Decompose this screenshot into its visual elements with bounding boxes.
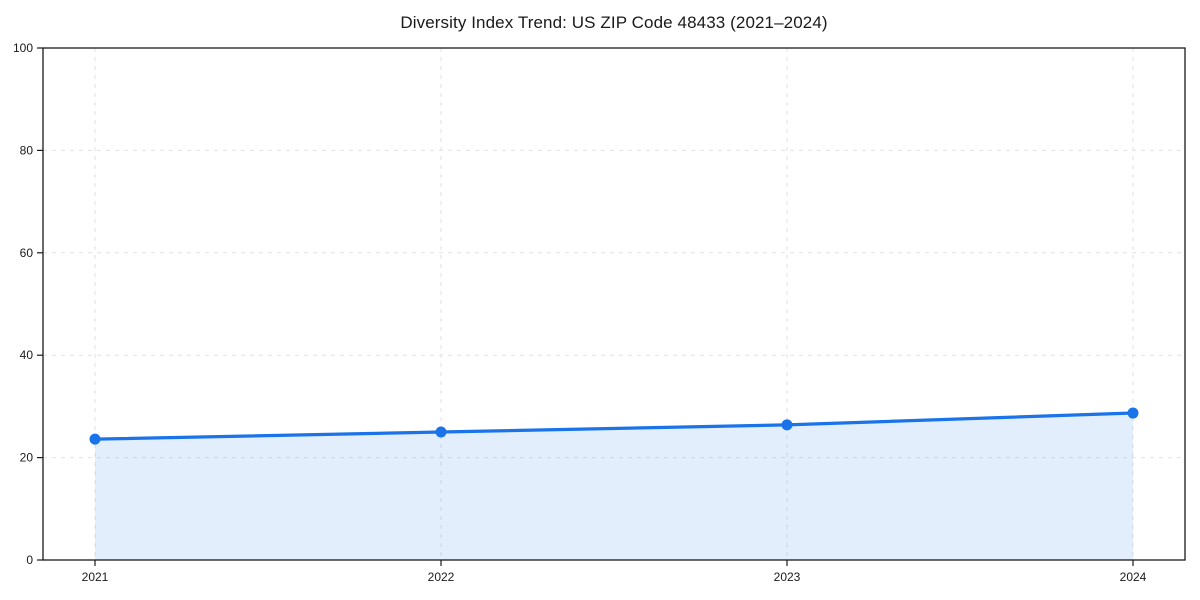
plot-area <box>43 48 1185 560</box>
data-point-marker <box>1127 407 1139 419</box>
data-point-marker <box>781 419 793 431</box>
y-tick-label: 60 <box>20 246 34 260</box>
y-tick-label: 0 <box>26 553 33 567</box>
plot-border <box>42 47 1186 561</box>
data-point-marker <box>435 426 447 438</box>
trend-line <box>93 411 1135 441</box>
chart-title: Diversity Index Trend: US ZIP Code 48433… <box>400 13 828 32</box>
x-tick-label: 2024 <box>1120 570 1147 584</box>
y-tick-label: 20 <box>20 451 34 465</box>
x-tick-label: 2021 <box>82 570 109 584</box>
area-fill <box>95 413 1133 560</box>
y-tick-label: 100 <box>13 41 33 55</box>
y-tick-label: 80 <box>20 143 34 157</box>
x-tick-label: 2022 <box>428 570 455 584</box>
data-point-marker <box>89 433 101 445</box>
y-tick-label: 40 <box>20 348 34 362</box>
x-tick-label: 2023 <box>774 570 801 584</box>
